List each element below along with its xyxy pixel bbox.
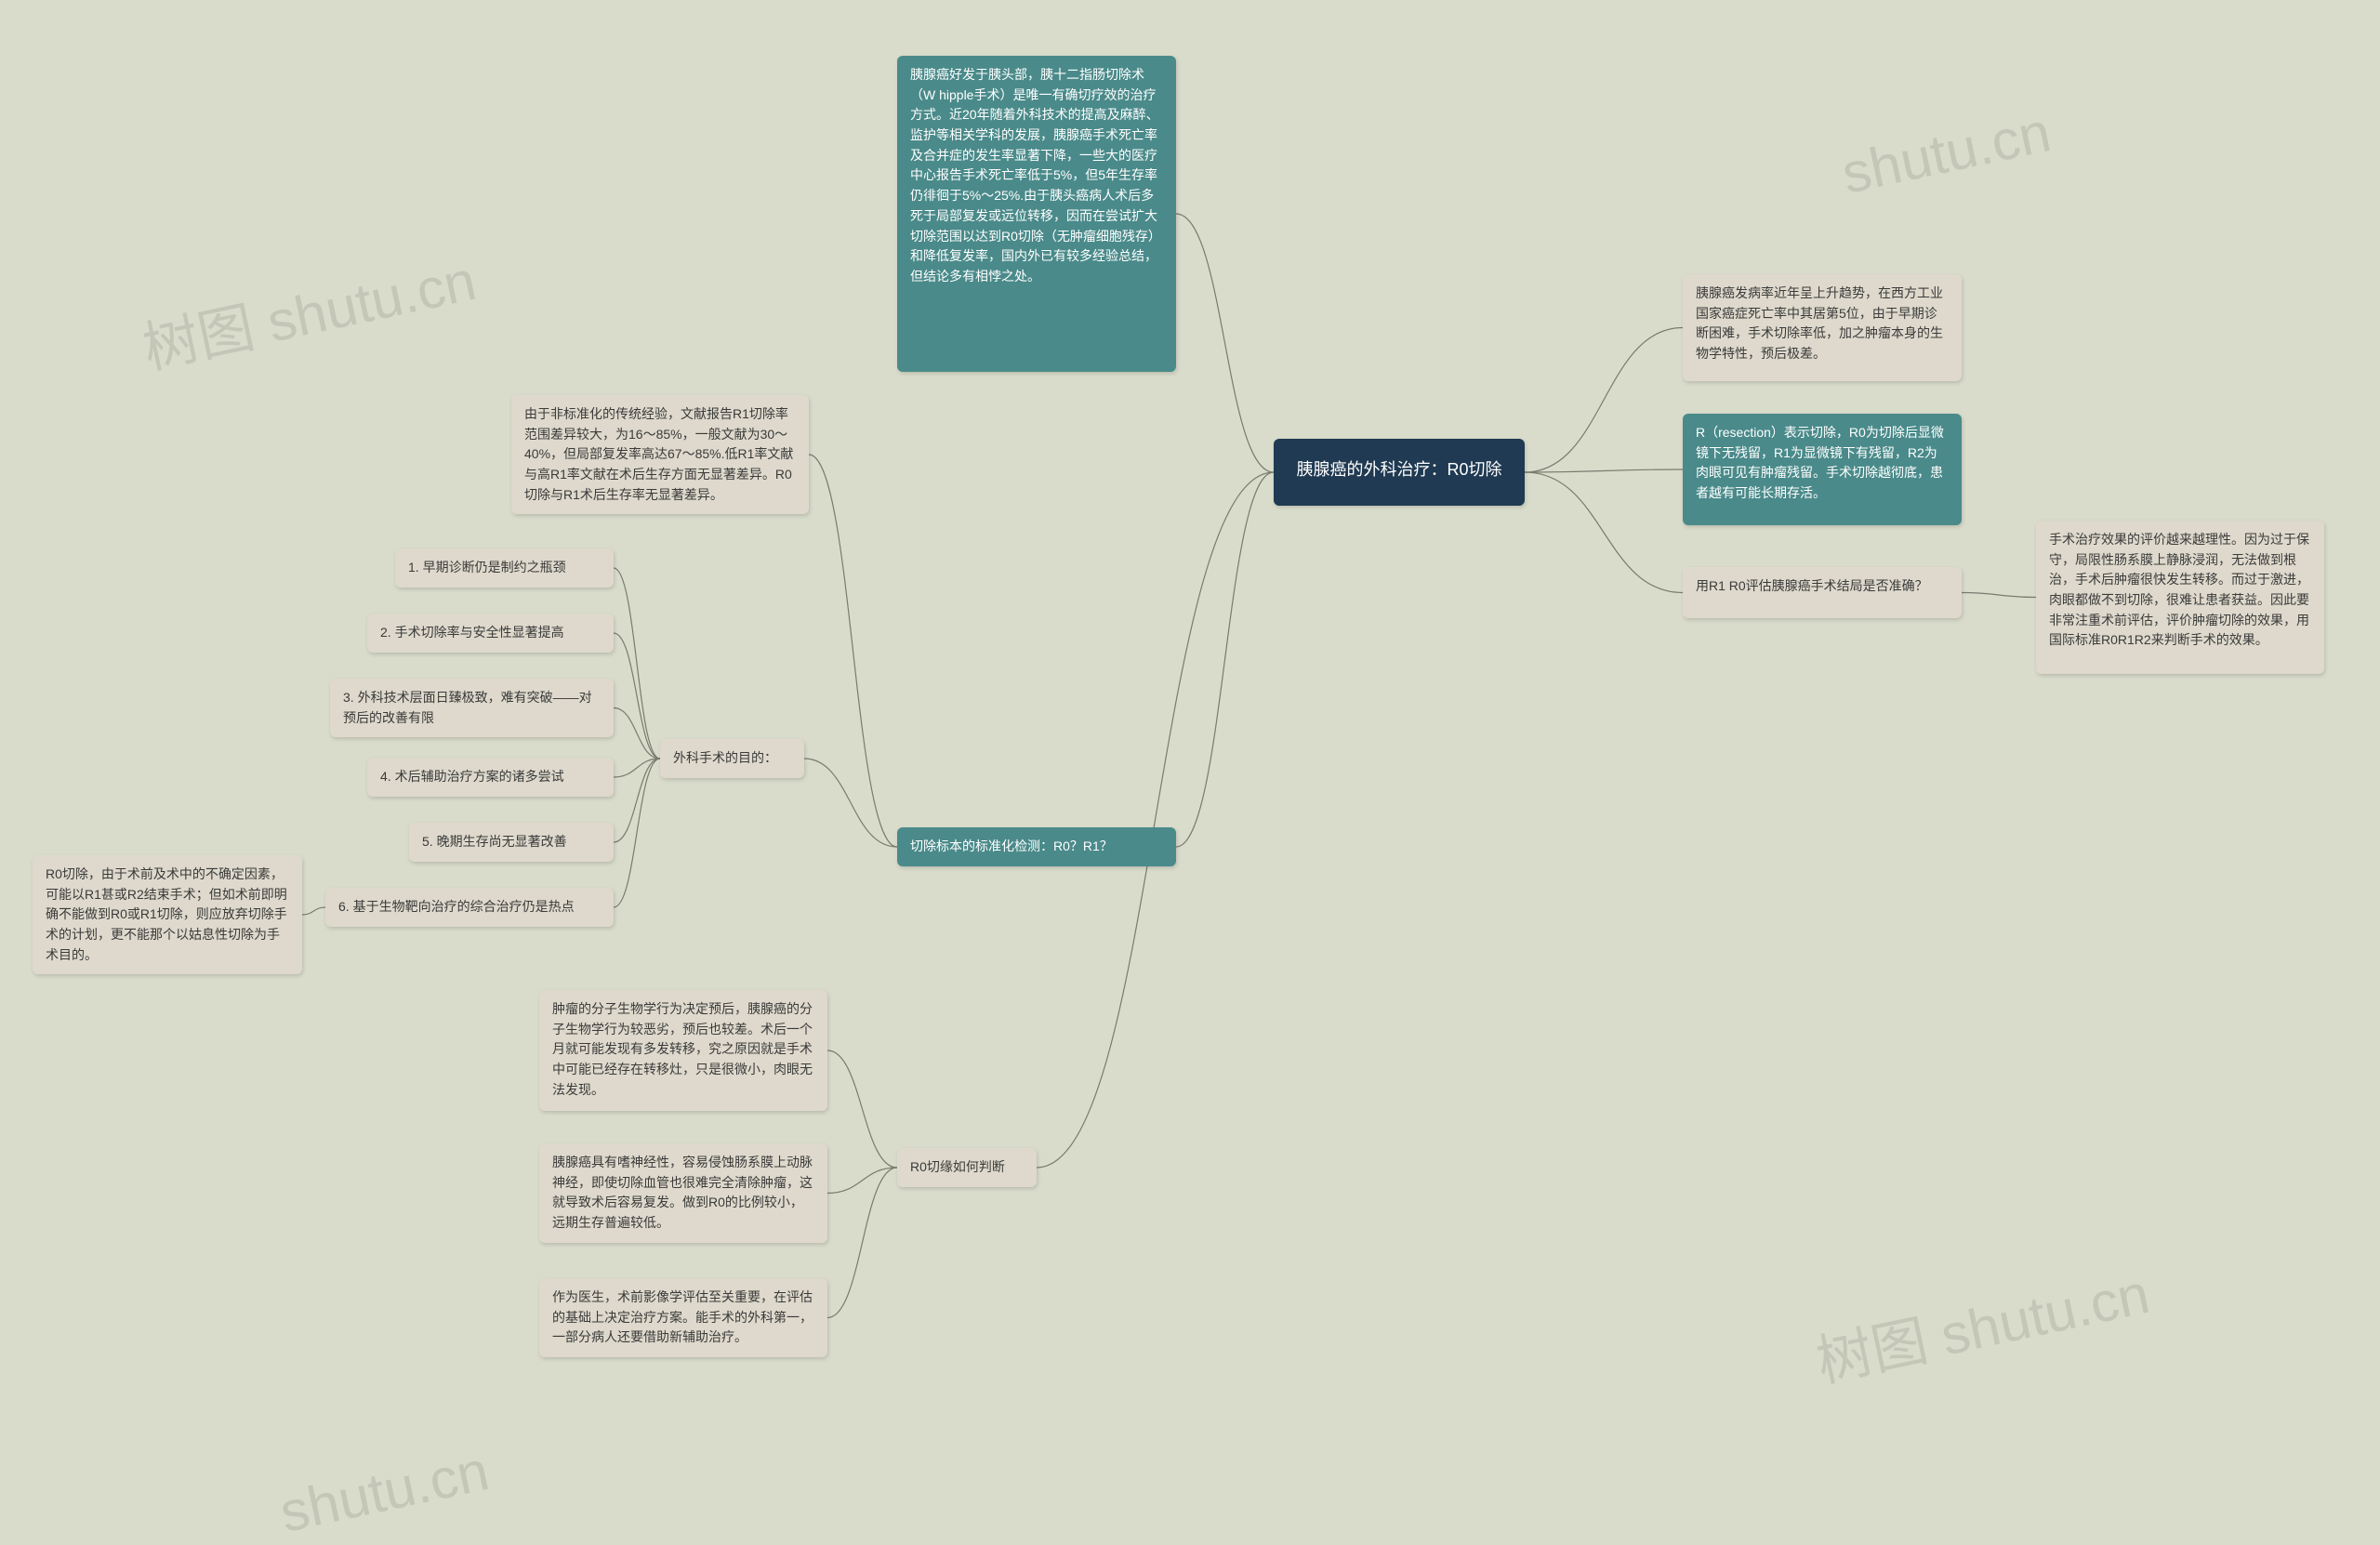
- mindmap-node-r2[interactable]: R（resection）表示切除，R0为切除后显微镜下无残留，R1为显微镜下有残…: [1683, 414, 1962, 525]
- mindmap-node-l3a[interactable]: 肿瘤的分子生物学行为决定预后，胰腺癌的分子生物学行为较恶劣，预后也较差。术后一个…: [539, 990, 827, 1111]
- connector: [1962, 593, 2036, 598]
- connector: [804, 759, 897, 847]
- connector: [614, 759, 660, 907]
- connector: [614, 633, 660, 759]
- mindmap-node-l2b1[interactable]: 1. 早期诊断仍是制约之瓶颈: [395, 548, 614, 588]
- connector: [614, 708, 660, 759]
- connector: [1176, 472, 1274, 847]
- watermark: 树图 shutu.cn: [1808, 1248, 2156, 1398]
- mindmap-canvas: 树图 shutu.cn 树图 shutu.cn shutu.cn shutu.cn 胰腺…: [0, 0, 2380, 1545]
- watermark: 树图 shutu.cn: [135, 235, 483, 385]
- connector: [827, 1050, 897, 1168]
- connector: [614, 759, 660, 777]
- connector: [1176, 214, 1274, 472]
- mindmap-node-root[interactable]: 胰腺癌的外科治疗：R0切除: [1274, 439, 1525, 506]
- mindmap-node-l3c[interactable]: 作为医生，术前影像学评估至关重要，在评估的基础上决定治疗方案。能手术的外科第一，…: [539, 1278, 827, 1357]
- connector-layer: [0, 0, 2380, 1545]
- connector: [1037, 472, 1274, 1168]
- watermark: shutu.cn: [1836, 99, 2056, 206]
- mindmap-node-l2[interactable]: 切除标本的标准化检测：R0？R1？: [897, 827, 1176, 866]
- connector: [614, 568, 660, 759]
- mindmap-node-r1[interactable]: 胰腺癌发病率近年呈上升趋势，在西方工业国家癌症死亡率中其居第5位，由于早期诊断困…: [1683, 274, 1962, 381]
- mindmap-node-l1[interactable]: 胰腺癌好发于胰头部，胰十二指肠切除术（W hipple手术）是唯一有确切疗效的治…: [897, 56, 1176, 372]
- mindmap-node-l2b4[interactable]: 4. 术后辅助治疗方案的诸多尝试: [367, 758, 614, 797]
- mindmap-node-l3b[interactable]: 胰腺癌具有嗜神经性，容易侵蚀肠系膜上动脉神经，即使切除血管也很难完全清除肿瘤，这…: [539, 1143, 827, 1243]
- connector: [1525, 328, 1683, 473]
- connector: [614, 759, 660, 842]
- mindmap-node-r3a[interactable]: 手术治疗效果的评价越来越理性。因为过于保守，局限性肠系膜上静脉浸润，无法做到根治…: [2036, 521, 2324, 674]
- mindmap-node-l2b6[interactable]: 6. 基于生物靶向治疗的综合治疗仍是热点: [325, 888, 614, 927]
- connector: [809, 455, 897, 847]
- mindmap-node-l2b5[interactable]: 5. 晚期生存尚无显著改善: [409, 823, 614, 862]
- mindmap-node-l2b2[interactable]: 2. 手术切除率与安全性显著提高: [367, 614, 614, 653]
- mindmap-node-r3[interactable]: 用R1 R0评估胰腺癌手术结局是否准确？: [1683, 567, 1962, 618]
- watermark: shutu.cn: [274, 1438, 494, 1545]
- mindmap-node-l2b6a[interactable]: R0切除，由于术前及术中的不确定因素，可能以R1甚或R2结束手术；但如术前即明确…: [33, 855, 302, 974]
- connector: [827, 1168, 897, 1194]
- connector: [1525, 472, 1683, 593]
- mindmap-node-l2a[interactable]: 由于非标准化的传统经验，文献报告R1切除率范围差异较大，为16～85%，一般文献…: [511, 395, 809, 514]
- mindmap-node-l2b3[interactable]: 3. 外科技术层面日臻极致，难有突破——对预后的改善有限: [330, 679, 614, 737]
- mindmap-node-l3[interactable]: R0切缘如何判断: [897, 1148, 1037, 1187]
- mindmap-node-l2b[interactable]: 外科手术的目的：: [660, 739, 804, 778]
- connector: [1525, 469, 1683, 472]
- connector: [302, 907, 325, 915]
- connector: [827, 1168, 897, 1318]
